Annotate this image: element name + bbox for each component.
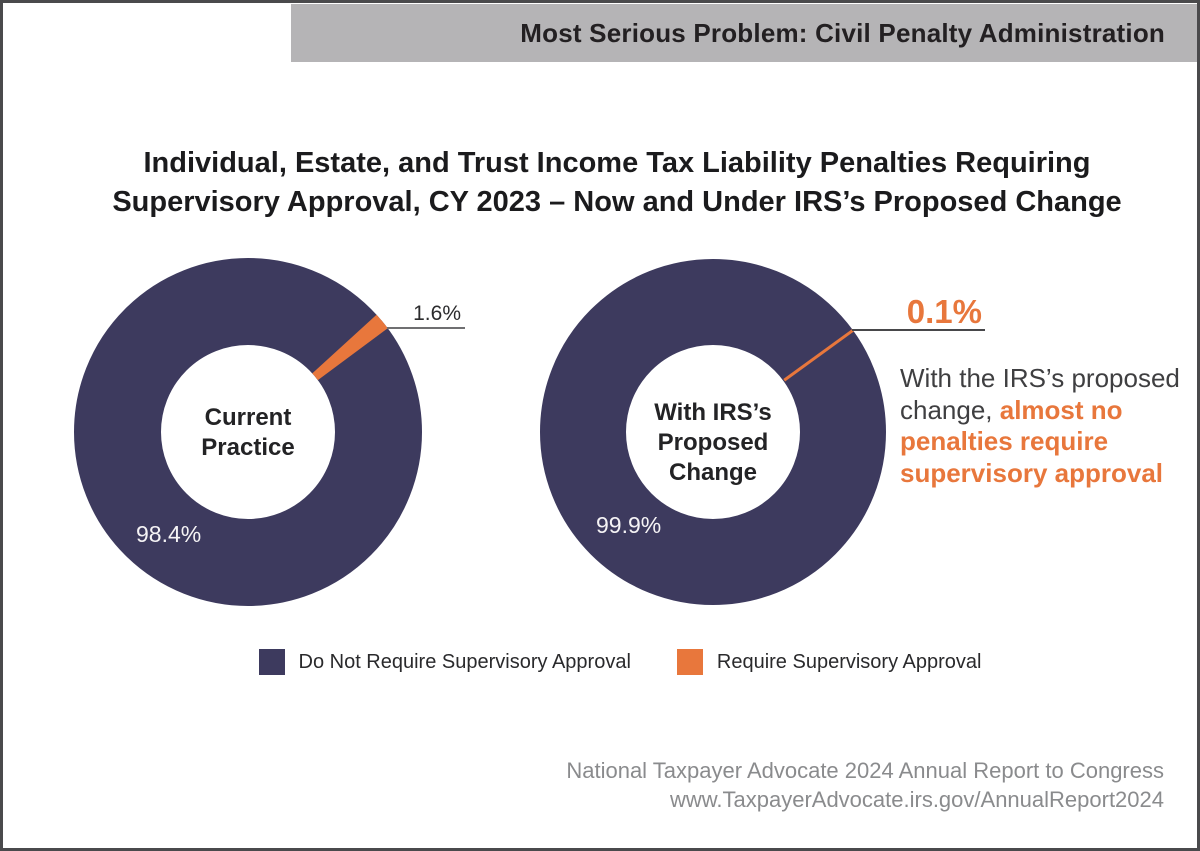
donut-segment-minority-sliver	[783, 329, 854, 382]
figure-title-line1: Individual, Estate, and Trust Income Tax…	[143, 147, 1091, 179]
data-label-majority-left: 98.4%	[136, 521, 202, 547]
data-label-majority-right: 99.9%	[596, 512, 662, 538]
donut-center-label-current-practice: Current Practice	[201, 404, 295, 461]
legend-item-require: Require Supervisory Approval	[676, 649, 982, 675]
donut-chart-current-practice	[74, 258, 422, 606]
donut-segment-majority	[540, 259, 886, 605]
source-line: National Taxpayer Advocate 2024 Annual R…	[566, 758, 1164, 783]
figure-title: Individual, Estate, and Trust Income Tax…	[3, 144, 1197, 222]
source-url: www.TaxpayerAdvocate.irs.gov/AnnualRepor…	[669, 787, 1164, 812]
legend-item-do-not-require: Do Not Require Supervisory Approval	[258, 649, 631, 675]
donut-segment-majority	[74, 258, 422, 606]
callout-line-left	[387, 327, 465, 329]
chart-legend: Do Not Require Supervisory Approval Requ…	[3, 649, 1197, 675]
source-attribution: National Taxpayer Advocate 2024 Annual R…	[566, 756, 1164, 814]
legend-label: Do Not Require Supervisory Approval	[298, 650, 631, 673]
annotation-highlight-text: almost no penalties require supervisory …	[900, 394, 1163, 488]
donut-center-label-proposed-change: With IRS’s Proposed Change	[654, 399, 772, 486]
legend-swatch-orange	[676, 649, 703, 675]
annotation-plain-text: With the IRS’s proposed change,	[900, 363, 1180, 425]
legend-label: Require Supervisory Approval	[716, 650, 982, 673]
banner-title: Most Serious Problem: Civil Penalty Admi…	[520, 17, 1165, 48]
donut-chart-proposed-change	[540, 259, 886, 605]
data-label-minority-left: 1.6%	[413, 302, 461, 325]
data-label-minority-right: 0.1%	[906, 293, 982, 330]
callout-line-right	[852, 329, 985, 331]
figure-title-line2: Supervisory Approval, CY 2023 – Now and …	[112, 186, 1122, 218]
legend-swatch-navy	[258, 649, 285, 675]
header-banner: Most Serious Problem: Civil Penalty Admi…	[291, 4, 1197, 62]
annotation-text: With the IRS’s proposed change, almost n…	[900, 363, 1186, 489]
donut-segment-minority	[311, 314, 388, 381]
